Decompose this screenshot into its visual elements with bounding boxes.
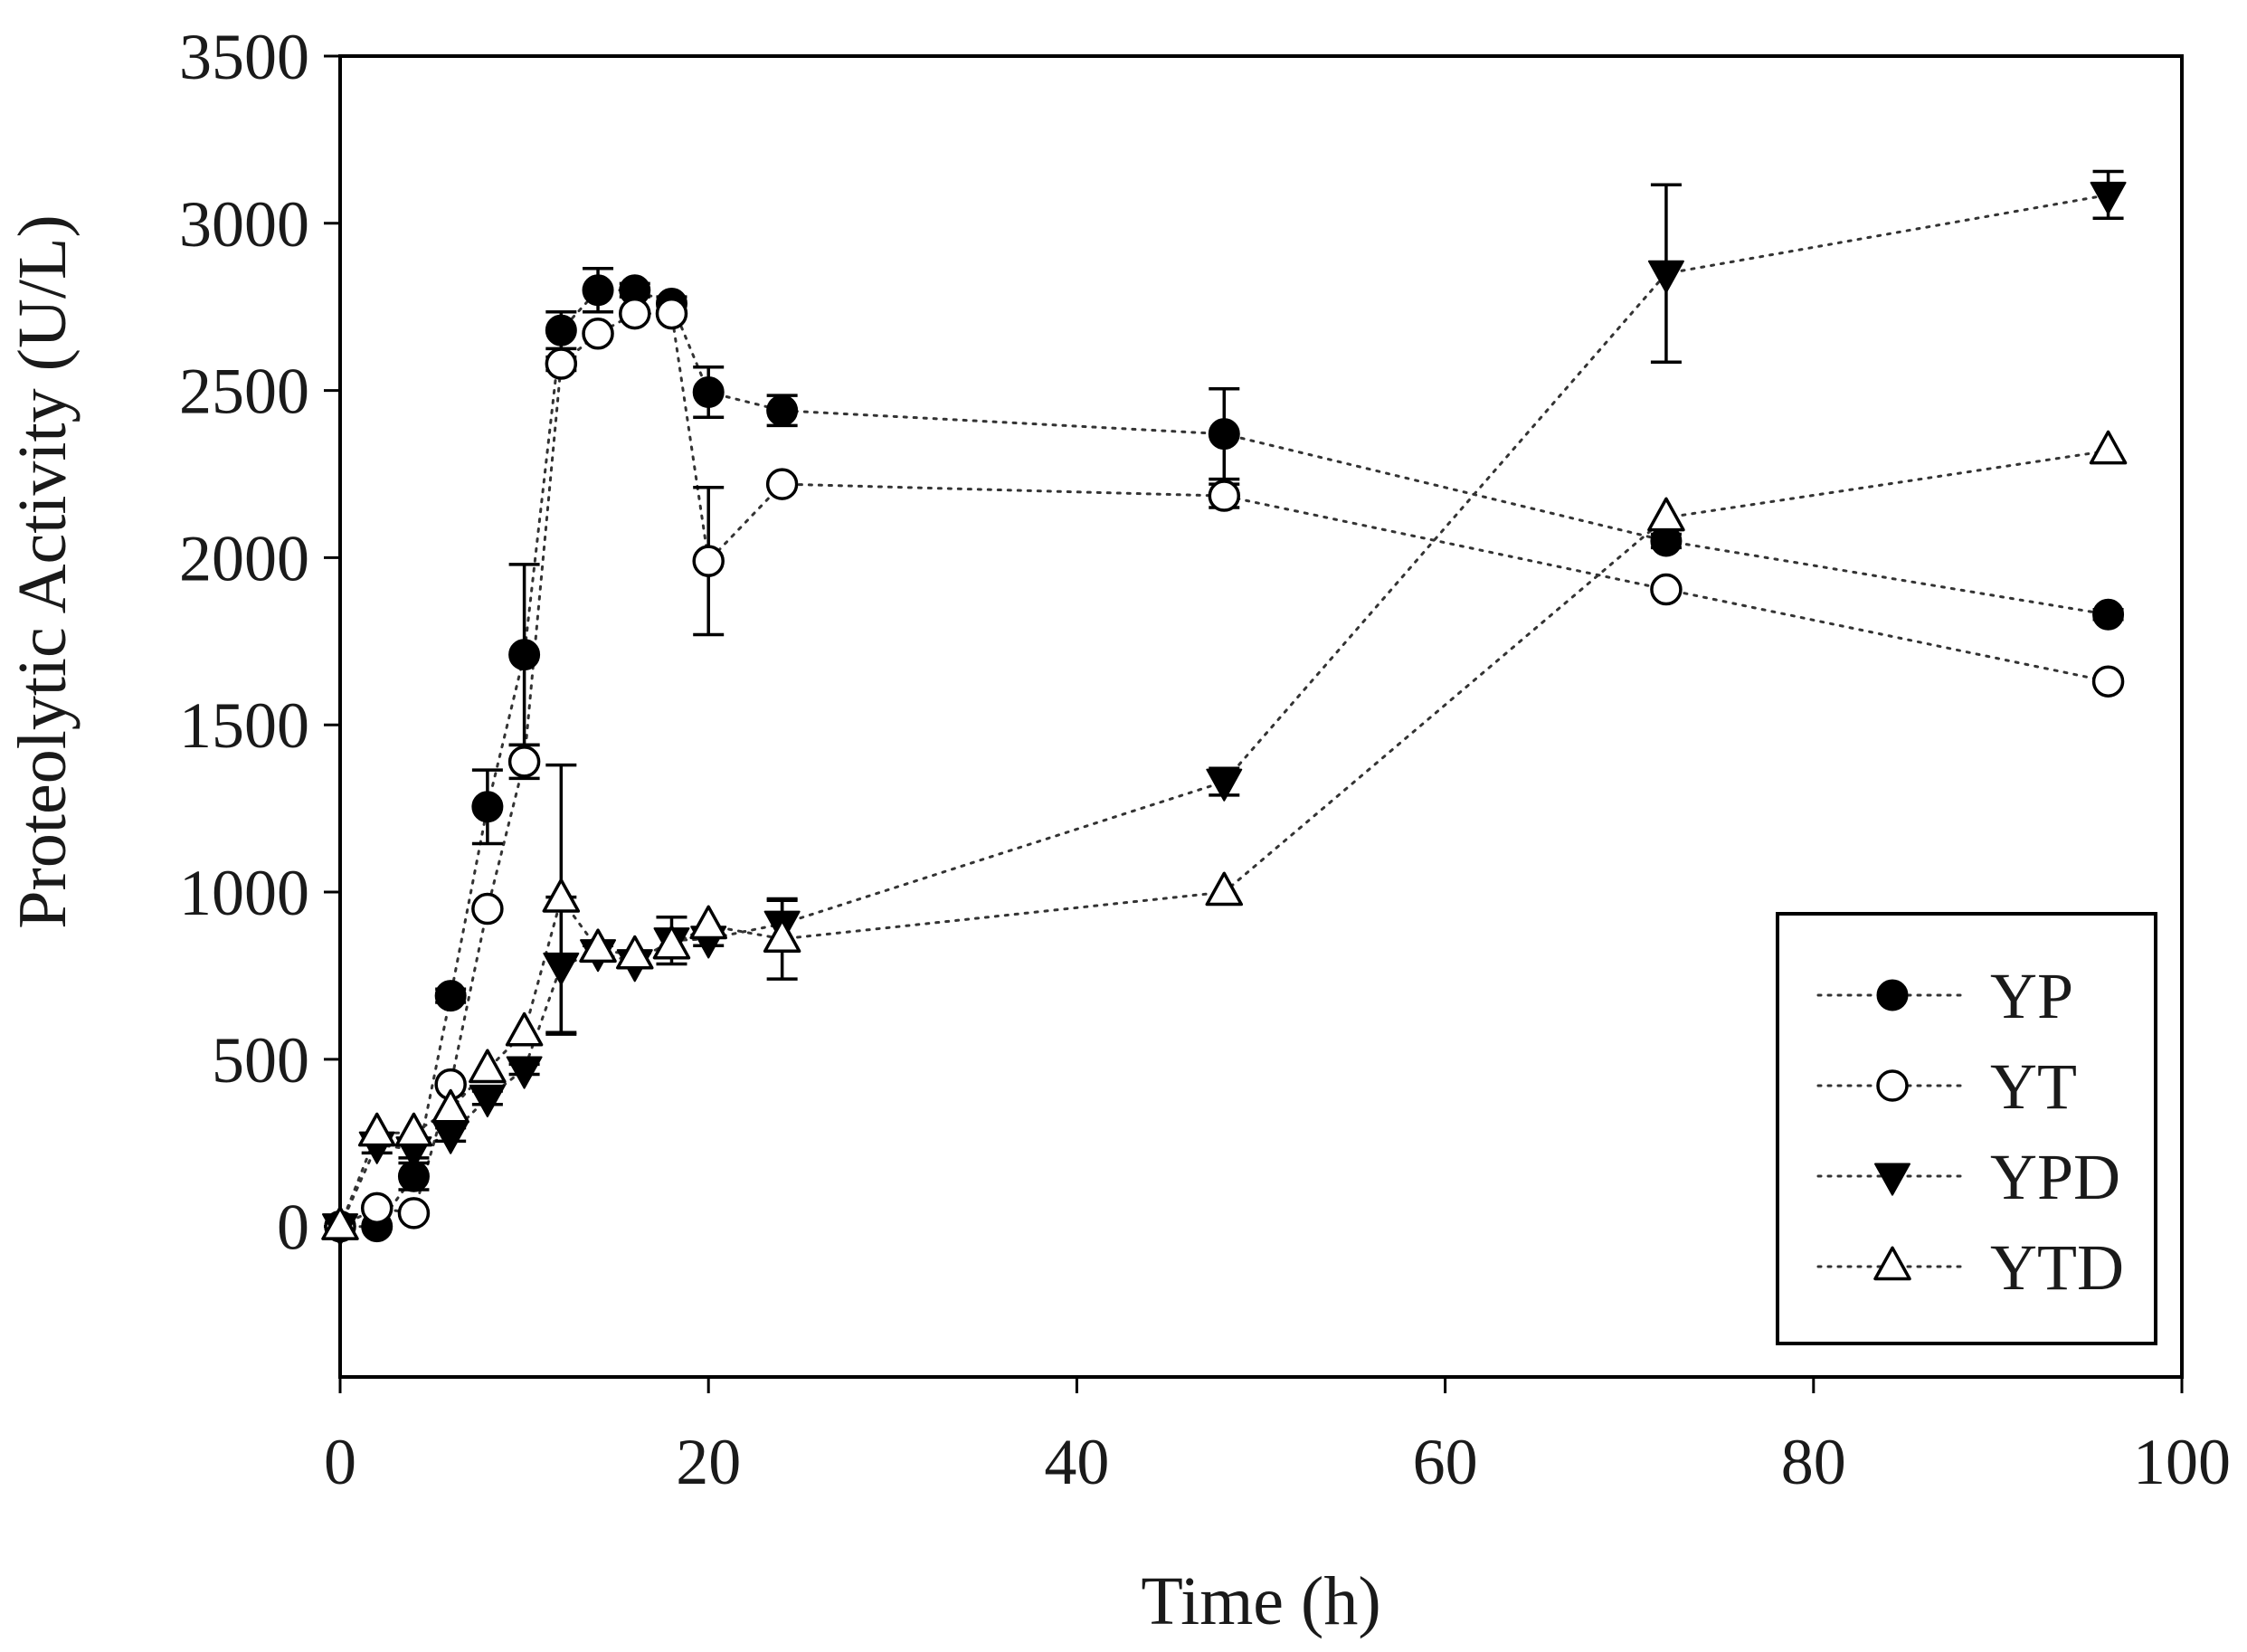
- point-yt: [1650, 573, 1683, 606]
- y-tick-label: 500: [212, 1024, 309, 1097]
- y-tick-label: 3000: [179, 188, 309, 261]
- series-line-yp: [338, 289, 2110, 1229]
- point-ypd: [506, 1056, 543, 1089]
- point-yt: [360, 1192, 393, 1225]
- point-ytd: [652, 925, 691, 960]
- point-yp: [692, 375, 725, 408]
- point-ypd: [469, 1084, 506, 1118]
- point-ytd: [616, 935, 654, 970]
- y-tick-label: 0: [277, 1192, 309, 1264]
- point-ypd: [1206, 768, 1243, 802]
- legend-label-ytd: YTD: [1990, 1231, 2124, 1304]
- x-tick-label: 40: [1044, 1426, 1109, 1498]
- point-yp: [582, 274, 614, 307]
- point-ypd: [1647, 260, 1684, 293]
- point-ytd: [542, 878, 581, 913]
- point-yt: [582, 318, 614, 350]
- point-yp: [545, 314, 577, 347]
- point-yt: [619, 297, 651, 330]
- point-yt: [397, 1197, 431, 1230]
- point-ypd: [2090, 181, 2127, 215]
- point-yp: [508, 639, 541, 671]
- point-yt: [1208, 479, 1241, 512]
- point-ytd: [763, 918, 801, 954]
- point-ytd: [469, 1049, 507, 1084]
- y-tick-label: 1500: [179, 689, 309, 762]
- point-yt: [765, 468, 799, 500]
- legend-marker-ytd: [1873, 1246, 1911, 1281]
- point-ytd: [321, 1206, 359, 1240]
- legend-marker-yp: [1876, 979, 1909, 1011]
- y-axis-title: Proteolytic Activity (U/L): [5, 214, 81, 928]
- point-ytd: [1205, 871, 1244, 907]
- x-tick-label: 60: [1413, 1426, 1478, 1498]
- point-yt: [2091, 665, 2125, 698]
- point-yp: [471, 791, 504, 823]
- x-tick-label: 100: [2133, 1426, 2231, 1498]
- legend-box: [1776, 912, 2157, 1345]
- point-yt: [655, 297, 688, 330]
- point-yp: [1208, 418, 1240, 451]
- point-ytd: [505, 1011, 544, 1047]
- y-tick-label: 2500: [179, 356, 309, 428]
- y-tick-label: 3500: [179, 21, 309, 93]
- point-yp: [2092, 598, 2125, 631]
- x-tick-label: 20: [676, 1426, 741, 1498]
- legend-marker-yt: [1876, 1069, 1909, 1102]
- point-ytd: [689, 905, 727, 940]
- x-tick-label: 80: [1781, 1426, 1846, 1498]
- x-tick-label: 0: [324, 1426, 356, 1498]
- legend-label-yt: YT: [1990, 1050, 2077, 1123]
- y-tick-label: 1000: [179, 857, 309, 929]
- point-yt: [507, 745, 541, 778]
- x-axis-title: Time (h): [1141, 1563, 1380, 1639]
- point-yt: [471, 892, 504, 926]
- legend-label-ypd: YPD: [1990, 1141, 2120, 1213]
- point-ytd: [579, 928, 617, 964]
- point-yp: [434, 980, 467, 1012]
- point-ytd: [2089, 430, 2128, 465]
- point-ytd: [394, 1112, 433, 1147]
- point-ypd: [543, 952, 580, 986]
- point-ytd: [1647, 497, 1685, 532]
- legend: YP YT YPD YTD: [1776, 912, 2157, 1345]
- point-yp: [766, 394, 799, 427]
- legend-marker-ypd: [1874, 1163, 1910, 1196]
- point-ytd: [357, 1112, 396, 1147]
- point-ytd: [431, 1088, 469, 1124]
- markers: [321, 181, 2128, 1247]
- legend-label-yp: YP: [1990, 960, 2073, 1032]
- y-tick-label: 2000: [179, 522, 309, 594]
- point-yt: [692, 545, 725, 577]
- point-yt: [545, 347, 578, 380]
